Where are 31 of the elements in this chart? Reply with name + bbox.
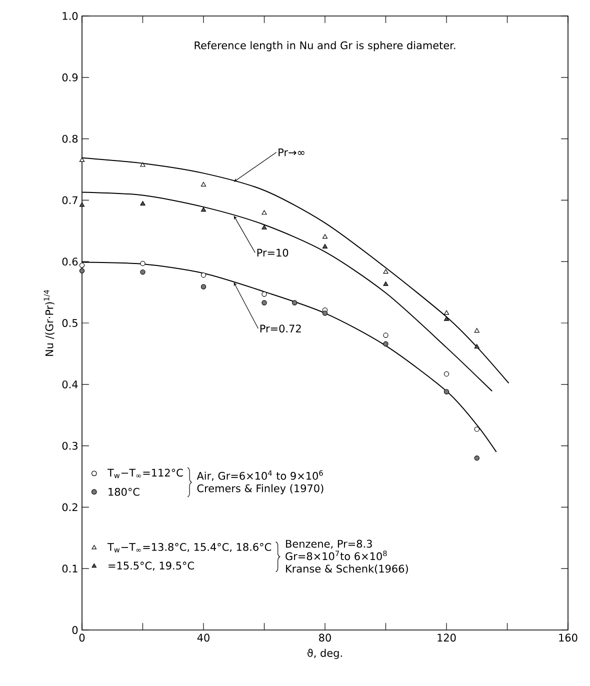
y-tick-label: 0.8 bbox=[62, 134, 78, 143]
y-tick-label: 0.6 bbox=[62, 258, 78, 266]
x-tick-label: 0 bbox=[79, 634, 85, 642]
x-tick-label: 160 bbox=[559, 634, 578, 642]
annotation: Reference length in Nu and Gr is sphere diameter. bbox=[194, 41, 456, 52]
annotation: Air, Gr=6×10$^{4}$ to 9×10$^{6}$ bbox=[196, 470, 323, 481]
y-tick-label: 1.0 bbox=[62, 12, 78, 20]
y-tick-label: 0.1 bbox=[62, 564, 78, 573]
annotation: Benzene, Pr=8.3 bbox=[286, 540, 372, 549]
y-tick-label: 0.5 bbox=[62, 319, 78, 327]
y-tick-label: 0.2 bbox=[62, 503, 78, 512]
series-label: Pr=0.72 bbox=[260, 324, 301, 332]
y-tick-label: 0.4 bbox=[62, 380, 78, 388]
y-axis-title: Nu /(Gr·Pr)$^{1/4}$ bbox=[44, 290, 54, 356]
legend-label: T$_{w}$−T$_{∞}$=112°C bbox=[107, 468, 183, 478]
y-tick-label: 0.7 bbox=[62, 196, 78, 204]
x-tick-label: 40 bbox=[197, 634, 210, 642]
annotation: Gr=8×10$^{7}$to 6×10$^{8}$ bbox=[286, 550, 387, 560]
series-label: Pr=10 bbox=[257, 248, 288, 257]
x-axis-title: ϑ, deg. bbox=[307, 648, 342, 659]
y-tick-label: 0 bbox=[72, 626, 78, 634]
text: Pr→∞ bbox=[278, 148, 304, 156]
annotation: Cremers & Finley (1970) bbox=[197, 484, 324, 494]
legend-label: T$_{w}$−T$_{∞}$=13.8°C, 15.4°C, 18.6°C bbox=[107, 543, 272, 552]
x-tick-label: 80 bbox=[319, 634, 331, 642]
legend-label: 180°C bbox=[108, 488, 140, 496]
legend-label: =15.5°C, 19.5°C bbox=[108, 562, 194, 571]
annotation: Kranse & Schenk(1966) bbox=[286, 564, 408, 574]
y-tick-label: 0.9 bbox=[62, 73, 78, 82]
y-tick-label: 0.3 bbox=[62, 442, 78, 450]
x-tick-label: 120 bbox=[438, 634, 456, 642]
